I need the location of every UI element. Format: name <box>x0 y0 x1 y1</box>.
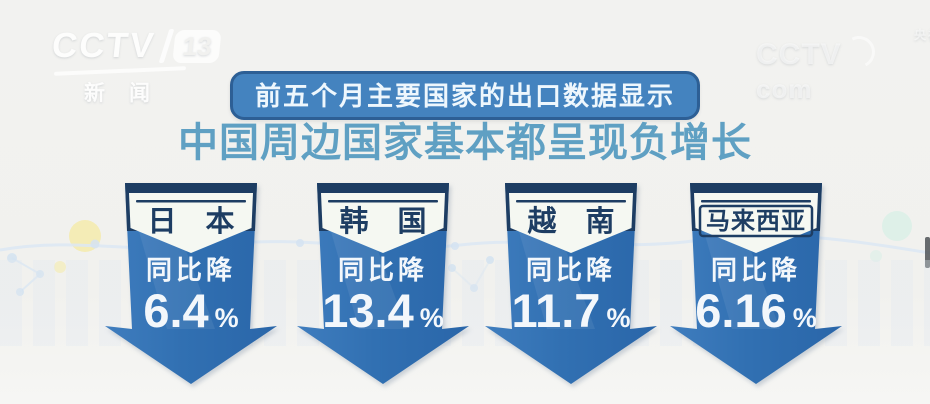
country-name: 日 本 <box>147 205 234 238</box>
watermark-tagline: 央视网 <box>913 28 930 42</box>
edge-chip-decor <box>925 237 930 268</box>
channel-number-badge: 13 <box>172 29 223 63</box>
down-arrow-banner: 韩 国 同比降 13.4% <box>297 183 469 384</box>
country-name: 越 南 <box>527 205 614 238</box>
cctv-com-watermark: CCTVcom 央视网 <box>756 28 930 106</box>
down-arrow-banner: 马来西亚 同比降 6.16% <box>670 183 842 384</box>
value-label: 6.4% <box>143 284 238 337</box>
watermark-suffix: com <box>756 74 813 104</box>
metric-label: 同比降 <box>711 255 801 285</box>
yellow-dot-small-decor <box>54 261 66 273</box>
pennant-vietnam: 越 南 同比降 11.7% <box>483 182 659 386</box>
country-name: 马来西亚 <box>706 207 806 235</box>
watermark-text: CCTV <box>756 38 842 71</box>
slash-decor <box>158 29 175 63</box>
down-arrow-banner: 日 本 同比降 6.4% <box>105 183 277 384</box>
metric-label: 同比降 <box>338 255 428 285</box>
pennant-malaysia: 马来西亚 同比降 6.16% <box>668 182 844 386</box>
pennant-japan: 日 本 同比降 6.4% <box>103 182 279 386</box>
teal-dot-small-decor <box>870 250 882 262</box>
metric-label: 同比降 <box>146 255 236 285</box>
logo-subtitle: 新闻 <box>84 82 174 105</box>
country-name-box <box>698 204 814 238</box>
down-arrow-banner: 越 南 同比降 11.7% <box>485 183 657 384</box>
subtitle-pill: 前五个月主要国家的出口数据显示 <box>229 71 701 120</box>
metric-label: 同比降 <box>526 255 616 285</box>
logo-underline-decor <box>53 66 187 76</box>
molecule-dots-decor <box>7 253 494 296</box>
value-label: 13.4% <box>322 284 444 337</box>
value-label: 6.16% <box>695 284 817 337</box>
country-name: 韩 国 <box>339 205 426 238</box>
teal-dot-decor <box>882 211 912 241</box>
cctv13-logo: CCTV 13 新闻 <box>50 26 223 107</box>
page-title: 中国周边国家基本都呈现负增长 <box>178 121 752 165</box>
swoosh-icon <box>838 31 879 73</box>
cctv13-logo-main: CCTV 13 <box>50 26 223 66</box>
pennant-korea: 韩 国 同比降 13.4% <box>295 182 471 386</box>
cctv-logo-text: CCTV <box>50 26 158 65</box>
value-label: 11.7% <box>512 284 631 337</box>
